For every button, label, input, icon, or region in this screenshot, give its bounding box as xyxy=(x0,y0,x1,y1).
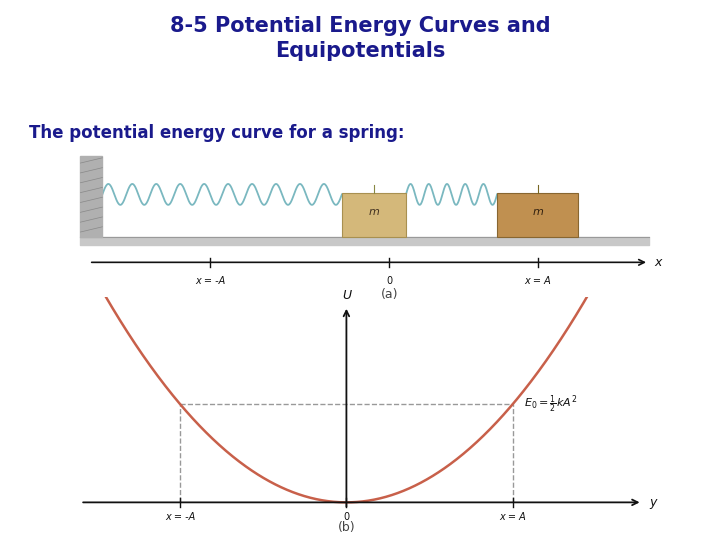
Bar xyxy=(497,193,578,237)
Bar xyxy=(81,156,102,237)
Text: x = -A: x = -A xyxy=(165,512,195,522)
Text: 0: 0 xyxy=(386,276,392,286)
Text: m: m xyxy=(532,207,543,217)
Text: x = -A: x = -A xyxy=(195,276,225,286)
Bar xyxy=(342,193,406,237)
Text: The potential energy curve for a spring:: The potential energy curve for a spring: xyxy=(29,124,405,142)
Text: y: y xyxy=(649,496,657,509)
Text: (b): (b) xyxy=(338,521,355,534)
Text: x = A: x = A xyxy=(500,512,526,522)
Text: (a): (a) xyxy=(380,288,398,301)
Text: x: x xyxy=(654,256,662,269)
Text: x = A: x = A xyxy=(524,276,551,286)
Text: $E_0 = \frac{1}{2}kA^2$: $E_0 = \frac{1}{2}kA^2$ xyxy=(524,394,577,415)
Text: U: U xyxy=(342,289,351,302)
Text: m: m xyxy=(369,207,379,217)
Text: 0: 0 xyxy=(343,512,349,522)
Text: 8-5 Potential Energy Curves and
Equipotentials: 8-5 Potential Energy Curves and Equipote… xyxy=(170,16,550,61)
